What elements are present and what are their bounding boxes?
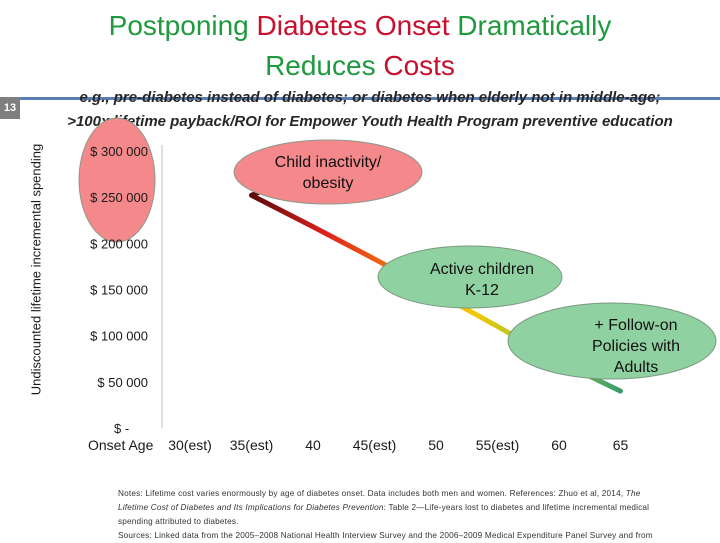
notes-line-4: Sources: Linked data from the 2005–2008 … — [118, 531, 653, 540]
notes-italic-1: The — [626, 489, 641, 498]
notes-line-3: spending attributed to diabetes. — [118, 517, 239, 526]
annotation-oval-inactivity — [234, 140, 422, 204]
annotation-inactivity-line2: obesity — [303, 175, 354, 192]
notes-line-2: : Table 2—Life-years lost to diabetes an… — [384, 503, 650, 512]
y-tick-label: $ - — [114, 421, 129, 436]
y-tick-label: $ 250 000 — [90, 190, 148, 205]
annotation-followon-line2: Policies with — [592, 338, 680, 355]
annotation-inactivity-line1: Child inactivity/ — [275, 154, 382, 171]
x-tick-label: 35(est) — [230, 437, 274, 453]
y-axis-highlight-oval — [79, 118, 155, 242]
x-tick-label: 45(est) — [353, 437, 397, 453]
x-tick-label: 55(est) — [476, 437, 520, 453]
y-tick-label: $ 50 000 — [97, 375, 148, 390]
notes-italic-2: Lifetime Cost of Diabetes and Its Implic… — [118, 503, 384, 512]
annotation-active-line1: Active children — [430, 261, 534, 278]
x-tick-label: 50 — [428, 437, 444, 453]
x-axis-label: Onset Age — [88, 437, 154, 453]
y-tick-label: $ 100 000 — [90, 329, 148, 344]
notes-line-1: Notes: Lifetime cost varies enormously b… — [118, 489, 626, 498]
x-tick-label: 65 — [613, 437, 629, 453]
y-tick-label: $ 300 000 — [90, 144, 148, 159]
annotation-active-line2: K-12 — [465, 282, 499, 299]
footnotes: Notes: Lifetime cost varies enormously b… — [118, 487, 718, 543]
y-tick-label: $ 150 000 — [90, 283, 148, 298]
annotation-followon-line3: Adults — [614, 359, 658, 376]
x-tick-label: 60 — [551, 437, 567, 453]
x-tick-label: 30(est) — [168, 437, 212, 453]
y-tick-label: $ 200 000 — [90, 236, 148, 251]
annotation-followon-line1: + Follow-on — [594, 317, 677, 334]
x-tick-label: 40 — [305, 437, 321, 453]
